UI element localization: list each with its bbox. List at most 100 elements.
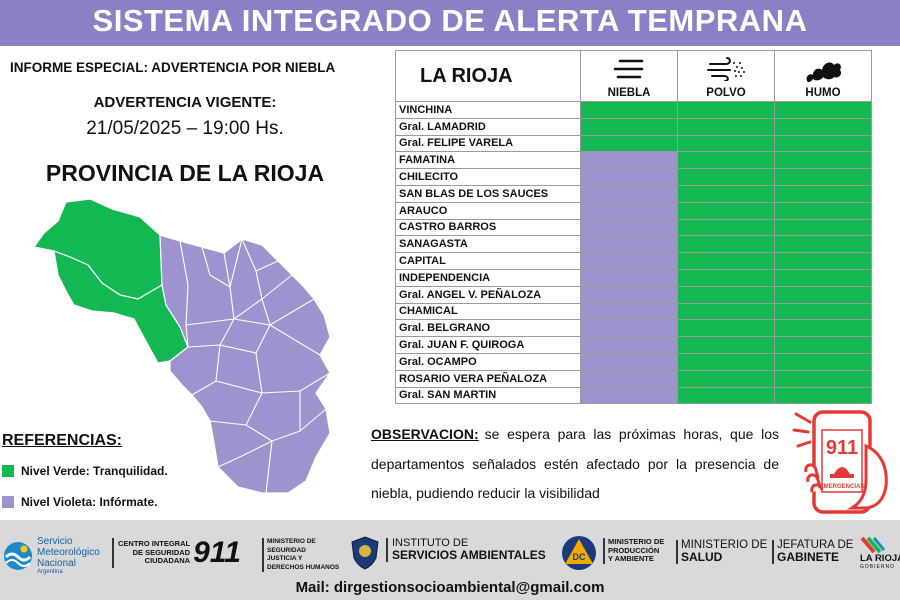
- level-cell-polvo: [677, 302, 775, 321]
- level-cell-humo: [774, 369, 872, 388]
- observation-block: OBSERVACION: se espera para las próximas …: [371, 420, 779, 509]
- observation-text: se espera para las próximas horas, que l…: [371, 426, 779, 501]
- advisory-datetime: 21/05/2025 – 19:00 Hs.: [86, 118, 284, 139]
- table-row: Gral. OCAMPO: [395, 352, 872, 371]
- level-cell-niebla: [580, 369, 678, 388]
- table-row: CHILECITO: [395, 168, 872, 186]
- table-row: VINCHINA: [395, 101, 872, 119]
- level-cell-niebla: [580, 218, 678, 237]
- level-cell-niebla: [580, 235, 678, 254]
- level-cell-humo: [774, 386, 872, 405]
- contact-email: Mail: dirgestionsocioambiental@gmail.com: [295, 579, 605, 596]
- level-cell-polvo: [677, 184, 775, 203]
- smn-logo-icon: [4, 541, 32, 570]
- level-cell-niebla: [580, 252, 678, 270]
- page-title: SISTEMA INTEGRADO DE ALERTA TEMPRANA: [92, 3, 808, 38]
- table-row: Gral. FELIPE VARELA: [395, 134, 872, 153]
- level-cell-humo: [774, 151, 872, 170]
- department-name: SAN BLAS DE LOS SAUCES: [395, 184, 581, 203]
- svg-text:DC: DC: [573, 552, 586, 562]
- legend-label-verde: Nivel Verde: Tranquilidad.: [21, 464, 168, 478]
- table-region-header: LA RIOJA: [395, 50, 581, 102]
- level-cell-polvo: [677, 201, 775, 220]
- logo-smn: Servicio Meteorológico Nacional Argentin…: [2, 536, 100, 575]
- level-cell-niebla: [580, 101, 678, 119]
- observation-heading: OBSERVACION:: [371, 426, 479, 442]
- logo-ministerio-produccion: MINISTERIO DE PRODUCCIÓN Y AMBIENTE: [603, 537, 664, 564]
- emergency-number: 911: [826, 437, 858, 459]
- advisory-label: ADVERTENCIA VIGENTE:: [93, 94, 277, 111]
- references-title: REFERENCIAS:: [2, 432, 123, 449]
- logo-gobierno-la-rioja: LA RIOJA GOBIERNO: [860, 536, 900, 570]
- smoke-icon: [775, 57, 871, 86]
- department-name: VINCHINA: [395, 101, 581, 119]
- department-name: Gral. ANGEL V. PEÑALOZA: [395, 285, 581, 304]
- department-name: Gral. FELIPE VARELA: [395, 134, 581, 153]
- table-row: CHAMICAL: [395, 302, 872, 321]
- level-cell-polvo: [677, 336, 775, 354]
- level-cell-polvo: [677, 285, 775, 304]
- level-cell-humo: [774, 168, 872, 186]
- dust-wind-icon: [678, 57, 774, 84]
- table-row: FAMATINA: [395, 151, 872, 170]
- defensa-civil-icon: DC: [562, 536, 596, 570]
- level-cell-humo: [774, 268, 872, 287]
- level-cell-polvo: [677, 252, 775, 270]
- emergency-911-icon: 911 EMERGENCIAS: [792, 410, 888, 514]
- header-banner: SISTEMA INTEGRADO DE ALERTA TEMPRANA: [0, 0, 900, 46]
- level-cell-humo: [774, 184, 872, 203]
- la-rioja-emblem-icon: [860, 536, 886, 554]
- table-row: Gral. SAN MARTIN: [395, 386, 872, 405]
- logo-ministerio-salud: MINISTERIO DE SALUD: [676, 539, 767, 564]
- logo-centro-911: CENTRO INTEGRAL DE SEGURIDAD CIUDADANA 9…: [112, 538, 241, 568]
- level-cell-humo: [774, 336, 872, 354]
- department-name: CAPITAL: [395, 252, 581, 270]
- level-cell-humo: [774, 235, 872, 254]
- table-row: ROSARIO VERA PEÑALOZA: [395, 369, 872, 388]
- level-cell-polvo: [677, 386, 775, 405]
- department-name: INDEPENDENCIA: [395, 268, 581, 287]
- logo-jefatura-gabinete: JEFATURA DE GABINETE: [772, 539, 853, 564]
- department-name: ROSARIO VERA PEÑALOZA: [395, 369, 581, 388]
- level-cell-niebla: [580, 302, 678, 321]
- level-cell-polvo: [677, 218, 775, 237]
- fog-icon: [581, 57, 677, 84]
- department-name: ARAUCO: [395, 201, 581, 220]
- level-cell-humo: [774, 302, 872, 321]
- hazard-label-polvo: POLVO: [706, 87, 746, 99]
- province-map: [33, 198, 331, 494]
- legend-swatch-verde: [2, 465, 14, 477]
- logo-ministerio-seguridad: MINISTERIO DE SEGURIDAD JUSTICIA Y DEREC…: [262, 538, 339, 572]
- table-row: SANAGASTA: [395, 235, 872, 254]
- department-name: SANAGASTA: [395, 235, 581, 254]
- level-cell-polvo: [677, 369, 775, 388]
- level-cell-polvo: [677, 151, 775, 170]
- legend-verde: Nivel Verde: Tranquilidad.: [2, 464, 168, 478]
- department-name: CASTRO BARROS: [395, 218, 581, 237]
- level-cell-humo: [774, 319, 872, 338]
- table-row: CASTRO BARROS: [395, 218, 872, 237]
- level-cell-humo: [774, 134, 872, 153]
- level-cell-polvo: [677, 268, 775, 287]
- hazard-label-humo: HUMO: [805, 87, 841, 99]
- table-row: ARAUCO: [395, 201, 872, 220]
- level-cell-niebla: [580, 134, 678, 153]
- level-cell-niebla: [580, 168, 678, 186]
- level-cell-polvo: [677, 235, 775, 254]
- department-name: Gral. BELGRANO: [395, 319, 581, 338]
- level-cell-niebla: [580, 184, 678, 203]
- department-name: Gral. OCAMPO: [395, 352, 581, 371]
- footer-logos: Servicio Meteorológico Nacional Argentin…: [0, 520, 900, 600]
- table-row: SAN BLAS DE LOS SAUCES: [395, 184, 872, 203]
- level-cell-niebla: [580, 117, 678, 136]
- level-cell-polvo: [677, 117, 775, 136]
- level-cell-niebla: [580, 285, 678, 304]
- legend-label-violeta: Nivel Violeta: Infórmate.: [21, 495, 158, 509]
- hazard-header-humo: HUMO: [774, 50, 872, 102]
- department-name: Gral. LAMADRID: [395, 117, 581, 136]
- level-cell-niebla: [580, 352, 678, 371]
- table-row: INDEPENDENCIA: [395, 268, 872, 287]
- level-cell-humo: [774, 218, 872, 237]
- emergency-label: EMERGENCIAS: [820, 484, 865, 490]
- table-header-row: LA RIOJA NIEBLA: [395, 50, 872, 102]
